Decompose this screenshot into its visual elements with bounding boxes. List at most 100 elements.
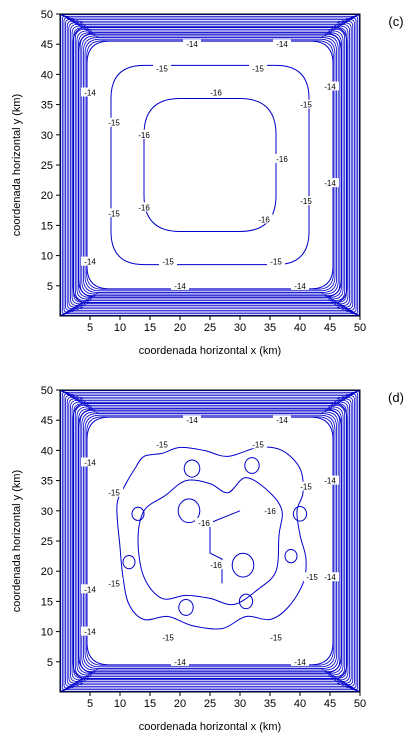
y-axis-label: coordenada horizontal y (km) — [11, 470, 23, 612]
contour-line — [63, 17, 357, 313]
contour-label-bg — [273, 39, 291, 49]
contour-line — [76, 406, 344, 676]
contour-label-bg — [135, 202, 153, 212]
x-tick-label: 25 — [204, 698, 216, 710]
contour-label: -14 — [324, 477, 336, 486]
corner-line — [60, 668, 99, 692]
y-tick-label: 50 — [41, 385, 53, 397]
contour-label: -14 — [276, 416, 288, 425]
contour-label: -14 — [84, 585, 96, 594]
contour-label: -16 — [198, 519, 210, 528]
plot-frame — [59, 13, 361, 317]
x-axis-label: coordenada horizontal x (km) — [139, 721, 281, 733]
contour-label: -14 — [294, 658, 306, 667]
contour-label-bg — [81, 256, 99, 266]
contour-island — [131, 506, 145, 521]
y-tick-label: 35 — [41, 476, 53, 488]
y-tick-label: 40 — [41, 445, 53, 457]
contour-label: -15 — [162, 634, 174, 643]
contour-label-bg — [171, 280, 189, 290]
x-tick-label: 35 — [264, 698, 276, 710]
contour-panel-c: -14 -14 -14 -14 -14 -14 -14 -14 -15 -15 -15 -15 -15 -… — [11, 9, 404, 357]
contour-line — [72, 402, 348, 680]
contour-island — [284, 549, 298, 564]
contour-lines — [60, 14, 360, 316]
corner-line — [321, 14, 360, 38]
corner-line — [321, 390, 360, 414]
y-tick-label: 30 — [41, 506, 53, 518]
contour-line — [78, 408, 342, 674]
contour-label: -15 — [108, 119, 120, 128]
contour-line — [84, 414, 336, 668]
contour-island — [178, 599, 194, 616]
contour-label: -14 — [276, 40, 288, 49]
contour-label-bg — [153, 63, 171, 73]
contour-label-bg — [321, 178, 339, 188]
contour-label: -15 — [162, 258, 174, 267]
x-tick-label: 5 — [87, 698, 93, 710]
contour-label: -15 — [108, 209, 120, 218]
contour-label: -16 — [264, 507, 276, 516]
x-tick-label: 30 — [234, 322, 246, 334]
x-tick-label: 50 — [354, 322, 366, 334]
contour-line — [83, 413, 337, 669]
y-tick-label: 45 — [41, 415, 53, 427]
contour-label-bg — [261, 505, 279, 515]
y-tick-label: 50 — [41, 9, 53, 21]
contour-label-bg — [105, 578, 123, 588]
contour-line — [76, 30, 344, 300]
contour-label-bg — [303, 572, 321, 582]
contour-line — [137, 477, 283, 606]
contour-label-bg — [105, 487, 123, 497]
x-tick-label: 35 — [264, 322, 276, 334]
contour-line — [86, 40, 334, 290]
contour-line — [60, 14, 360, 316]
x-tick-label: 20 — [174, 698, 186, 710]
contour-label-bg — [297, 481, 315, 491]
contour-line — [74, 29, 346, 301]
y-tick-label: 10 — [41, 251, 53, 263]
x-tick-label: 45 — [324, 322, 336, 334]
contour-label-bg — [207, 560, 225, 570]
y-tick-label: 40 — [41, 69, 53, 81]
x-tick-label: 25 — [204, 322, 216, 334]
x-tick-label: 50 — [354, 698, 366, 710]
y-tick-label: 20 — [41, 190, 53, 202]
contour-label-bg — [249, 63, 267, 73]
contour-label-bg — [81, 457, 99, 467]
contour-line — [78, 408, 342, 674]
contour-label-bg — [255, 214, 273, 224]
contour-label-bg — [291, 656, 309, 666]
contour-line — [86, 40, 334, 290]
x-tick-label: 40 — [294, 322, 306, 334]
y-tick-label: 20 — [41, 566, 53, 578]
x-tick-label: 15 — [144, 698, 156, 710]
contour-island — [183, 459, 201, 478]
contour-line — [78, 32, 342, 298]
corner-line — [60, 14, 99, 38]
contour-label-bg — [267, 256, 285, 266]
contour-line — [84, 38, 336, 292]
contour-label: -15 — [108, 489, 120, 498]
contour-label-bg — [105, 117, 123, 127]
contour-label: -15 — [108, 579, 120, 588]
contour-label-bg — [297, 196, 315, 206]
corner-line — [321, 668, 360, 692]
contour-line — [83, 37, 337, 293]
contour-label: -16 — [276, 155, 288, 164]
contour-line — [73, 27, 347, 303]
contour-label-bg — [291, 280, 309, 290]
contour-lines — [60, 390, 360, 692]
y-tick-label: 45 — [41, 39, 53, 51]
corner-line — [60, 292, 99, 316]
contour-label-bg — [135, 129, 153, 139]
corner-line — [60, 390, 99, 414]
y-tick-label: 5 — [47, 657, 53, 669]
panel-label: (c) — [388, 14, 403, 29]
y-axis-label: coordenada horizontal y (km) — [11, 94, 23, 236]
contour-label-bg — [159, 632, 177, 642]
contour-label-bg — [321, 475, 339, 485]
contour-line — [86, 416, 334, 666]
contour-line — [65, 19, 355, 311]
contour-label-bg — [81, 87, 99, 97]
